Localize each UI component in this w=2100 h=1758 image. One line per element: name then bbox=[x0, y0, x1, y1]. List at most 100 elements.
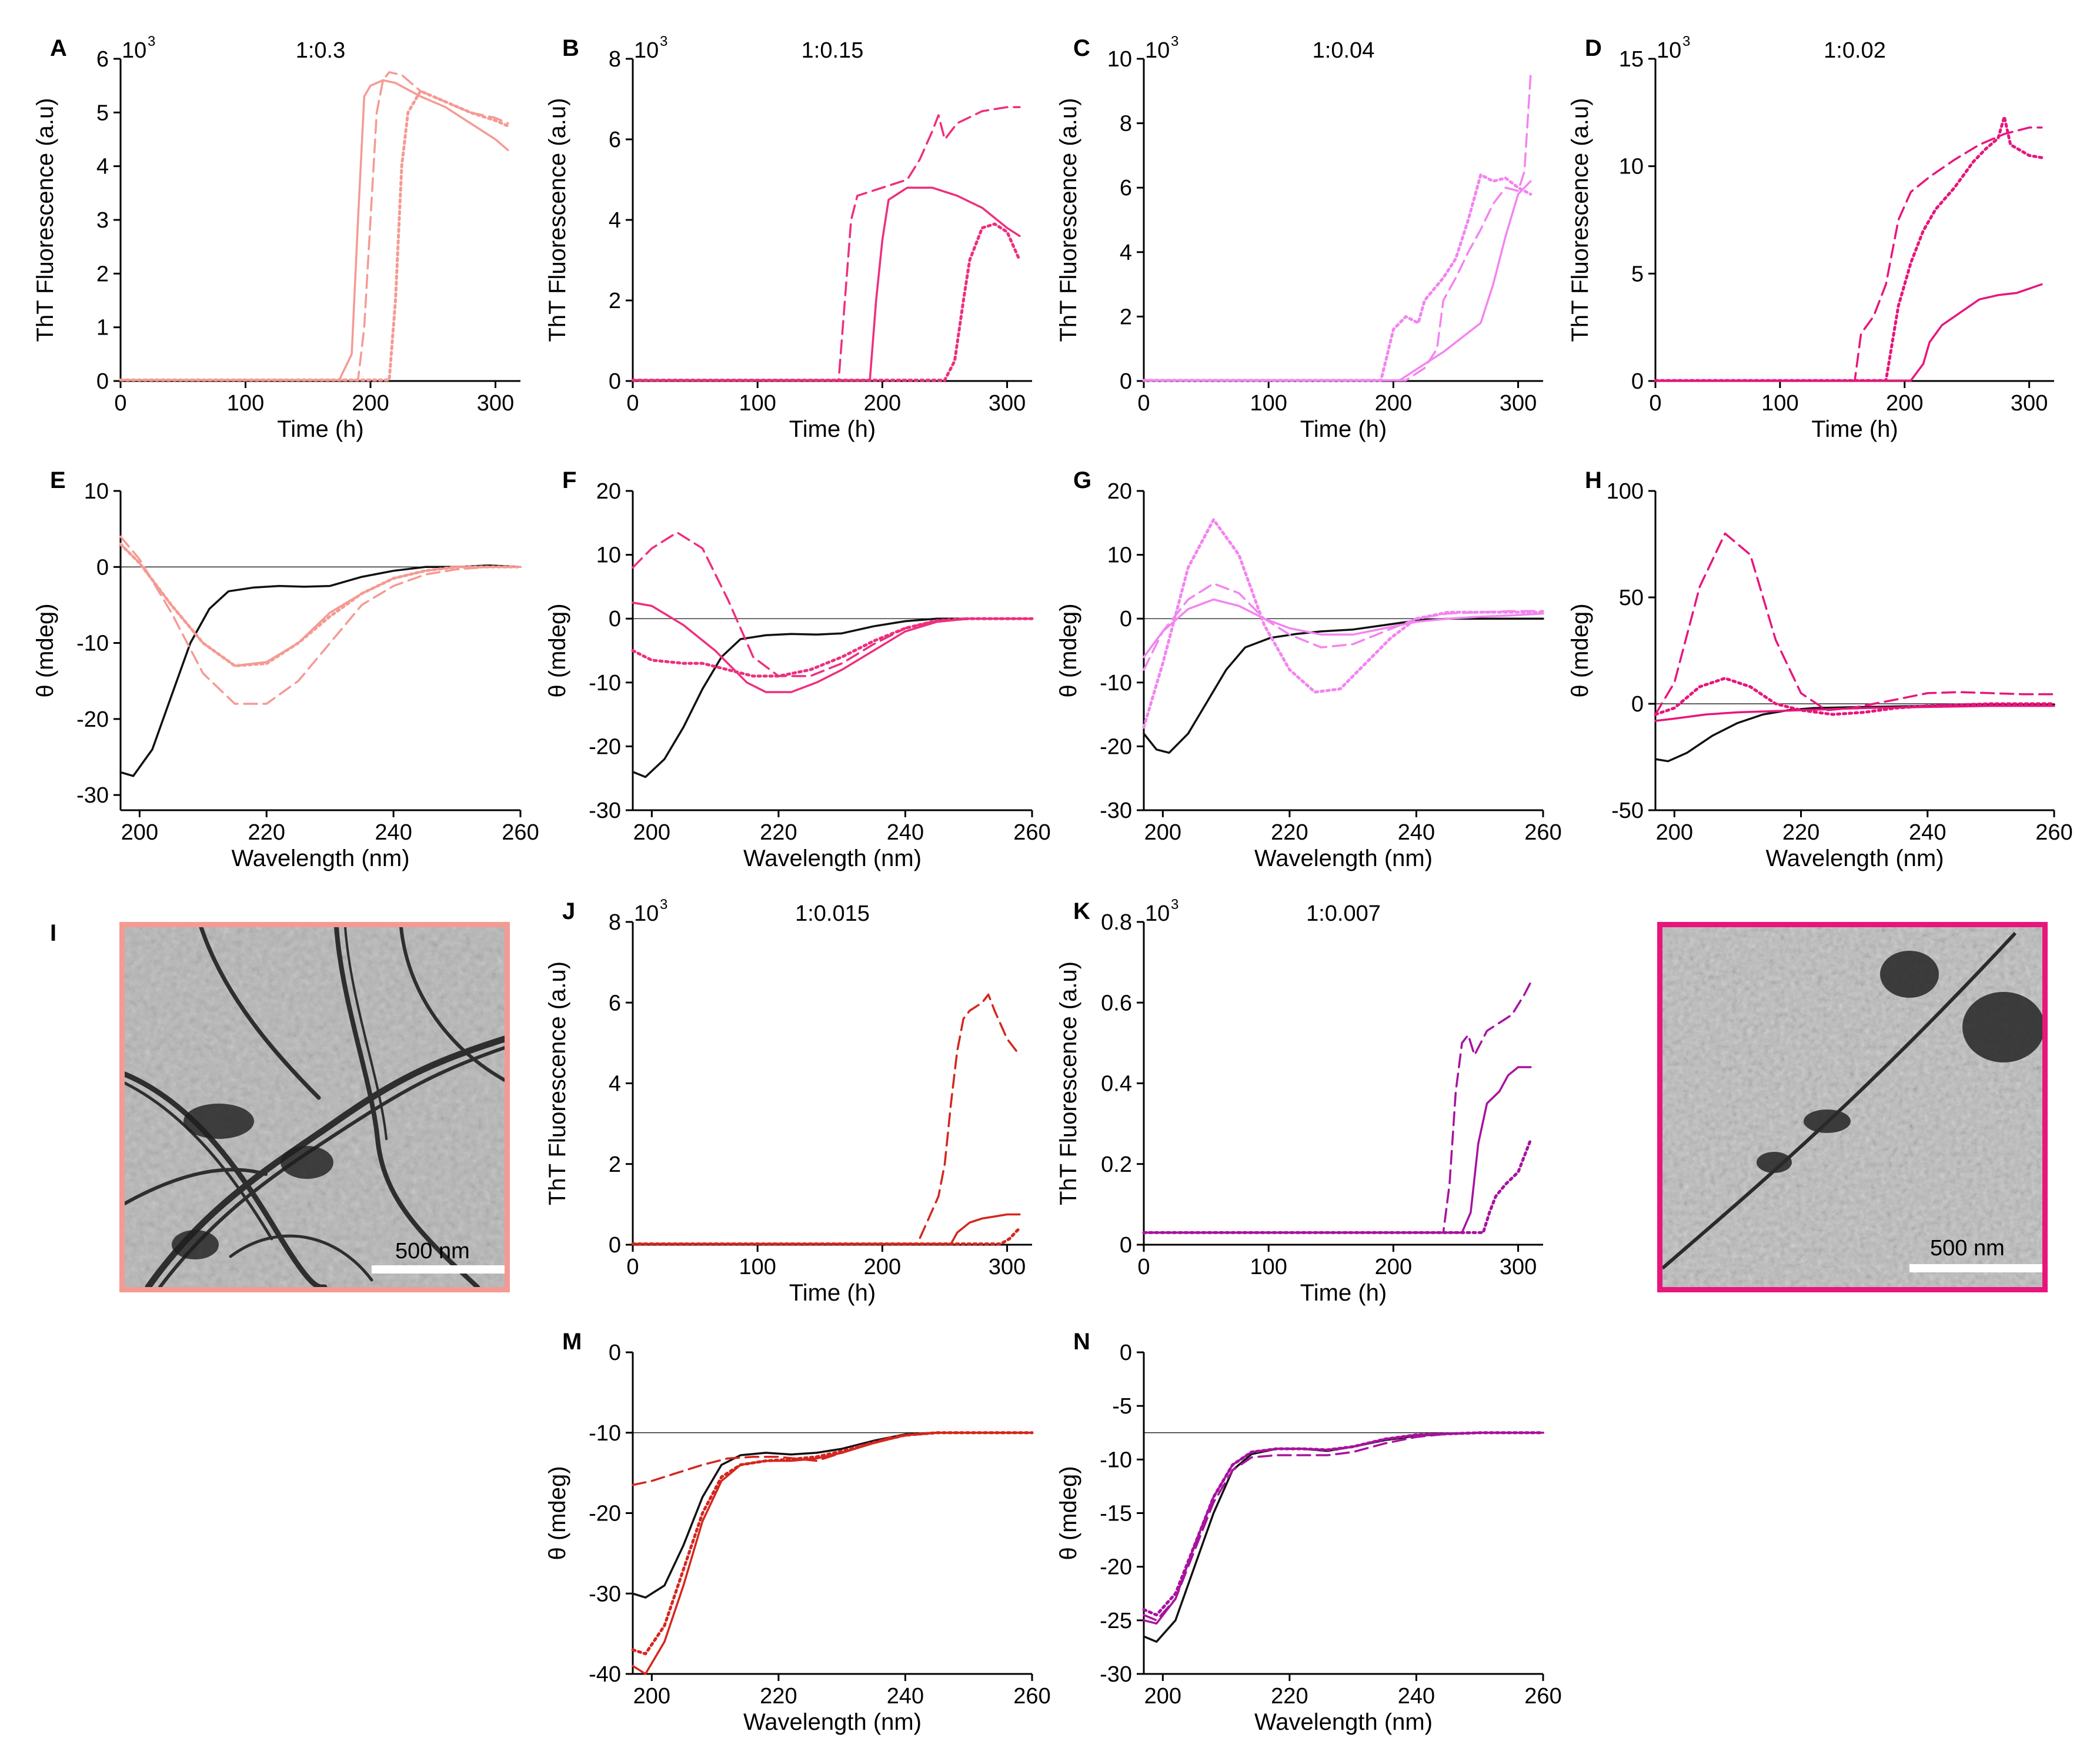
y-tick-label: 20 bbox=[1107, 479, 1132, 504]
x-axis-label: Time (h) bbox=[789, 416, 876, 442]
series-line-3 bbox=[1142, 1138, 1533, 1234]
chart-title: 1:0.02 bbox=[1824, 38, 1886, 63]
x-tick-label: 200 bbox=[633, 1684, 670, 1709]
x-tick-label: 260 bbox=[1524, 1684, 1561, 1709]
chart-title: 1:0.015 bbox=[795, 901, 870, 926]
x-tick-label: 300 bbox=[989, 391, 1026, 416]
y-tick-label: -20 bbox=[1100, 1555, 1132, 1580]
y-tick-label: 2 bbox=[1120, 305, 1132, 329]
chart-A: 0 100 200 300 0 1 2 3 4 5 6 Time (h) ThT Fluorescenc… bbox=[32, 34, 520, 442]
series-line-3 bbox=[631, 222, 1021, 382]
series-line-3 bbox=[119, 535, 522, 705]
series-line-2 bbox=[632, 601, 1033, 693]
y-tick-label: 2 bbox=[609, 1152, 621, 1177]
y-tick-label: 100 bbox=[1607, 479, 1644, 504]
y-tick-label: 4 bbox=[609, 208, 621, 233]
x-tick-label: 200 bbox=[1656, 820, 1693, 845]
y-axis-label: ThT Fluorescence (a.u) bbox=[545, 98, 570, 342]
x-tick-label: 100 bbox=[1250, 1255, 1287, 1279]
y-axis-label: θ (mdeg) bbox=[545, 1466, 570, 1560]
x-tick-label: 100 bbox=[1250, 391, 1287, 416]
x-tick-label: 260 bbox=[1524, 820, 1561, 845]
y-tick-label: 2 bbox=[609, 289, 621, 313]
series-line-4 bbox=[631, 1431, 1034, 1656]
series-line-2 bbox=[1143, 981, 1532, 1234]
tem-image-L: 500 nm bbox=[1657, 922, 2048, 1292]
y-tick-label: -40 bbox=[589, 1662, 621, 1687]
series-line-2 bbox=[632, 993, 1021, 1245]
y-tick-label: 6 bbox=[609, 128, 621, 152]
series-line-4 bbox=[631, 617, 1034, 678]
y-tick-label: 10 bbox=[1619, 155, 1644, 179]
series-line-2 bbox=[1654, 704, 2055, 722]
axis-multiplier-exponent: 3 bbox=[1171, 34, 1178, 49]
panel-letter: D bbox=[1585, 35, 1602, 61]
x-tick-label: 0 bbox=[626, 391, 639, 416]
panel-letter: F bbox=[562, 467, 576, 493]
chart-E: 200 220 240 260 10 0 -10 -20 -30 Wavelength (nm) θ… bbox=[32, 467, 539, 871]
y-tick-label: -10 bbox=[76, 631, 109, 656]
series-line-2 bbox=[1143, 73, 1532, 382]
x-axis-label: Wavelength (nm) bbox=[743, 1709, 922, 1735]
y-tick-label: 8 bbox=[609, 910, 621, 935]
y-tick-label: 0 bbox=[1631, 369, 1644, 394]
panel-letter: J bbox=[562, 898, 575, 924]
x-tick-label: 0 bbox=[114, 391, 126, 416]
chart-D: 0 100 200 300 0 5 10 15 Time (h) ThT Fluorescence… bbox=[1567, 34, 2054, 442]
x-tick-label: 220 bbox=[1782, 820, 1819, 845]
x-tick-label: 200 bbox=[864, 1255, 901, 1279]
x-tick-label: 260 bbox=[502, 820, 539, 845]
y-tick-label: -15 bbox=[1100, 1502, 1132, 1526]
scale-label: 500 nm bbox=[395, 1239, 470, 1264]
y-tick-label: -10 bbox=[1100, 1448, 1132, 1472]
y-tick-label: -20 bbox=[1100, 734, 1132, 759]
axis-multiplier: 10 bbox=[1657, 38, 1681, 63]
chart-G: 200 220 240 260 20 10 0 -10 -20 -30 Wavelength (nm… bbox=[1056, 467, 1562, 871]
y-tick-label: -50 bbox=[1611, 798, 1644, 823]
y-tick-label: 0.2 bbox=[1101, 1152, 1132, 1177]
y-tick-label: 0.4 bbox=[1101, 1072, 1132, 1097]
chart-title: 1:0.04 bbox=[1313, 38, 1375, 63]
series-line-2 bbox=[1143, 598, 1544, 659]
y-tick-label: 1 bbox=[96, 316, 109, 340]
series-line-2 bbox=[632, 106, 1021, 382]
panel-letter: N bbox=[1073, 1329, 1090, 1355]
x-tick-label: 240 bbox=[1398, 1684, 1435, 1709]
x-axis-label: Wavelength (nm) bbox=[1254, 845, 1433, 871]
y-tick-label: -30 bbox=[76, 783, 109, 808]
y-tick-label: -30 bbox=[589, 798, 621, 823]
x-tick-label: 300 bbox=[2011, 391, 2048, 416]
series-line-4 bbox=[1654, 677, 2056, 716]
series-line-1 bbox=[119, 79, 509, 381]
series-line-1 bbox=[1654, 283, 2043, 382]
x-tick-label: 220 bbox=[1271, 1684, 1308, 1709]
series-line-1 bbox=[1143, 1432, 1544, 1643]
chart-F: 200 220 240 260 20 10 0 -10 -20 -30 Wavelength (nm… bbox=[545, 467, 1051, 871]
y-tick-label: 0 bbox=[609, 369, 621, 394]
series-line-1 bbox=[1143, 180, 1532, 382]
x-tick-label: 200 bbox=[633, 820, 670, 845]
x-tick-label: 100 bbox=[739, 391, 776, 416]
axis-multiplier-exponent: 3 bbox=[148, 34, 155, 49]
y-tick-label: 5 bbox=[1631, 262, 1644, 286]
x-axis-label: Wavelength (nm) bbox=[1765, 845, 1944, 871]
x-tick-label: 200 bbox=[1144, 820, 1181, 845]
y-tick-label: 8 bbox=[609, 47, 621, 72]
y-axis-label: θ (mdeg) bbox=[1056, 1466, 1081, 1560]
panel-letter: H bbox=[1585, 467, 1602, 493]
x-tick-label: 0 bbox=[626, 1255, 639, 1279]
y-tick-label: 4 bbox=[609, 1072, 621, 1097]
x-tick-label: 200 bbox=[1886, 391, 1923, 416]
y-tick-label: -20 bbox=[589, 1502, 621, 1526]
y-tick-label: 6 bbox=[609, 991, 621, 1015]
x-tick-label: 260 bbox=[1013, 1684, 1050, 1709]
series-line-3 bbox=[1654, 532, 2055, 716]
panel-letter: K bbox=[1073, 898, 1090, 924]
y-axis-label: ThT Fluorescence (a.u) bbox=[32, 98, 58, 342]
panel-letter: A bbox=[50, 35, 67, 61]
series-line-3 bbox=[119, 89, 510, 382]
x-tick-label: 300 bbox=[1500, 1255, 1537, 1279]
panel-letter: B bbox=[562, 35, 579, 61]
y-tick-label: 3 bbox=[96, 208, 109, 233]
x-tick-label: 200 bbox=[1375, 391, 1412, 416]
